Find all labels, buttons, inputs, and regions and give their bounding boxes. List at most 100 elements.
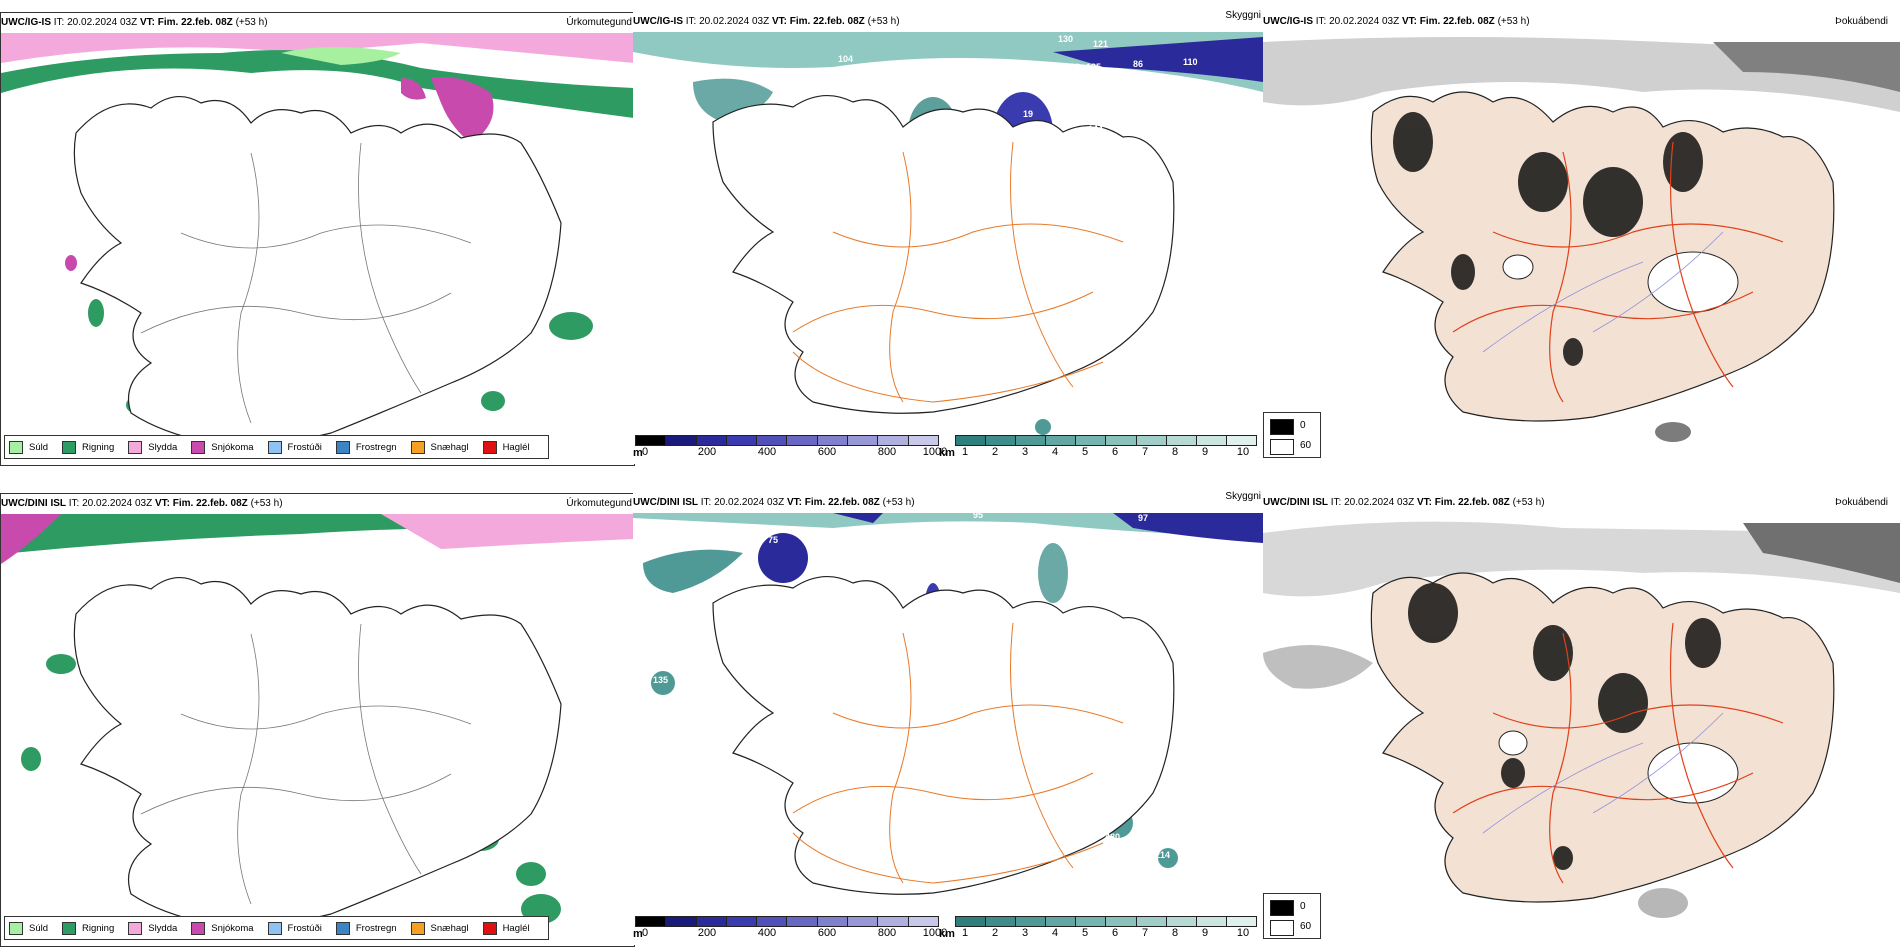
it-label: IT: bbox=[1315, 16, 1327, 27]
model-name: UWC/DINI ISL bbox=[1, 498, 66, 509]
cloud-label: 25 bbox=[1118, 124, 1128, 134]
cloud-label: 27 bbox=[723, 142, 733, 152]
lead-time: (+53 h) bbox=[1512, 497, 1545, 508]
cloud-map: 95 97 75 103 135 545 480 214 36 14 bbox=[633, 513, 1263, 895]
cloud-label: 97 bbox=[1138, 513, 1148, 523]
lead-time: (+53 h) bbox=[1497, 16, 1530, 27]
legend-item-rigning: Rigning bbox=[62, 440, 114, 454]
dew-map bbox=[1263, 513, 1900, 933]
model-name: UWC/IG-IS bbox=[1, 17, 51, 28]
legend-item-frostregn: Frostregn bbox=[335, 921, 397, 935]
shade-legend: 0 60 bbox=[1263, 412, 1321, 458]
legend-item-sudd: Súld bbox=[9, 440, 48, 454]
vt-label: VT: bbox=[154, 498, 170, 509]
m-scale-bar bbox=[635, 916, 939, 927]
precip-map bbox=[1, 33, 634, 463]
it-value: 20.02.2024 03Z bbox=[699, 16, 770, 27]
cloud-label: 99 bbox=[1070, 62, 1080, 72]
legend-item-rigning: Rigning bbox=[62, 921, 114, 935]
cloud-label: 480 bbox=[1105, 832, 1120, 842]
panel-title: Skyggni bbox=[1225, 491, 1261, 502]
cloud-label: 52 bbox=[1138, 94, 1148, 104]
vt-value: Fim. 22.feb. 08Z bbox=[804, 497, 880, 508]
model-name: UWC/DINI ISL bbox=[1263, 497, 1328, 508]
cloud-label: 75 bbox=[768, 535, 778, 545]
dew-panel-row2: UWC/DINI ISL IT: 20.02.2024 03Z VT: Fim.… bbox=[1263, 493, 1900, 945]
legend-item-frostudi: Frostúði bbox=[267, 440, 322, 454]
it-value: 20.02.2024 03Z bbox=[67, 17, 138, 28]
panel-header: UWC/IG-IS IT: 20.02.2024 03Z VT: Fim. 22… bbox=[1, 15, 634, 31]
legend-item-snaehagl: Snæhagl bbox=[410, 440, 469, 454]
lead-time: (+53 h) bbox=[250, 498, 283, 509]
km-scale-bar bbox=[955, 435, 1257, 446]
cloud-label: 284 bbox=[1073, 104, 1088, 114]
shade-legend: 0 60 bbox=[1263, 893, 1321, 939]
cloud-label: 124 bbox=[1103, 86, 1118, 96]
legend-item-frostregn: Frostregn bbox=[335, 440, 397, 454]
lead-time: (+53 h) bbox=[882, 497, 915, 508]
cloud-label: 103 bbox=[743, 610, 758, 620]
dew-panel-row1: UWC/IG-IS IT: 20.02.2024 03Z VT: Fim. 22… bbox=[1263, 12, 1900, 464]
legend-item-haglel: Haglél bbox=[482, 921, 530, 935]
dew-map bbox=[1263, 32, 1900, 452]
cloud-label: 36 bbox=[838, 873, 848, 883]
vt-value: Fim. 22.feb. 08Z bbox=[172, 498, 248, 509]
it-value: 20.02.2024 03Z bbox=[82, 498, 153, 509]
precip-legend: Súld Rigning Slydda Snjókoma Frostúði Fr… bbox=[4, 435, 549, 459]
it-label: IT: bbox=[1330, 497, 1342, 508]
m-scale-bar bbox=[635, 435, 939, 446]
panel-header: UWC/DINI ISL IT: 20.02.2024 03Z VT: Fim.… bbox=[633, 491, 1263, 511]
vt-value: Fim. 22.feb. 08Z bbox=[789, 16, 865, 27]
cloud-label: 150 bbox=[778, 130, 793, 140]
cloud-panel-row1: UWC/IG-IS IT: 20.02.2024 03Z VT: Fim. 22… bbox=[633, 10, 1263, 464]
legend-item-frostudi: Frostúði bbox=[267, 921, 322, 935]
cloud-label: 95 bbox=[973, 513, 983, 520]
cloud-label: 121 bbox=[1093, 39, 1108, 49]
m-unit: m bbox=[633, 447, 643, 459]
it-value: 20.02.2024 03Z bbox=[1329, 16, 1400, 27]
lead-time: (+53 h) bbox=[235, 17, 268, 28]
cloud-label: 125 bbox=[1086, 62, 1101, 72]
precip-legend: Súld Rigning Slydda Snjókoma Frostúði Fr… bbox=[4, 916, 549, 940]
panel-title: Skyggni bbox=[1225, 10, 1261, 21]
it-label: IT: bbox=[68, 498, 80, 509]
it-value: 20.02.2024 03Z bbox=[1344, 497, 1415, 508]
cloud-label: 157 bbox=[671, 257, 686, 267]
legend-item-slydda: Slydda bbox=[128, 921, 177, 935]
model-name: UWC/DINI ISL bbox=[633, 497, 698, 508]
legend-item-snjokoma: Snjókoma bbox=[191, 921, 254, 935]
vt-label: VT: bbox=[139, 17, 155, 28]
it-label: IT: bbox=[685, 16, 697, 27]
vt-label: VT: bbox=[771, 16, 787, 27]
legend-item-sudd: Súld bbox=[9, 921, 48, 935]
cloud-label: 135 bbox=[653, 675, 668, 685]
cloud-label: 214 bbox=[1155, 850, 1170, 860]
vt-value: Fim. 22.feb. 08Z bbox=[1434, 497, 1510, 508]
panel-header: UWC/IG-IS IT: 20.02.2024 03Z VT: Fim. 22… bbox=[633, 10, 1263, 30]
panel-header: UWC/DINI ISL IT: 20.02.2024 03Z VT: Fim.… bbox=[1, 496, 634, 512]
cloud-label: 93 bbox=[1048, 141, 1058, 151]
vt-value: Fim. 22.feb. 08Z bbox=[157, 17, 233, 28]
m-unit: m bbox=[633, 928, 643, 940]
vt-label: VT: bbox=[1401, 16, 1417, 27]
it-label: IT: bbox=[53, 17, 65, 28]
vt-label: VT: bbox=[1416, 497, 1432, 508]
model-name: UWC/IG-IS bbox=[633, 16, 683, 27]
km-scale-bar bbox=[955, 916, 1257, 927]
it-value: 20.02.2024 03Z bbox=[714, 497, 785, 508]
cloud-label: 104 bbox=[838, 54, 853, 64]
cloud-label: 144 bbox=[1088, 124, 1103, 134]
vt-label: VT: bbox=[786, 497, 802, 508]
cloud-label: 14 bbox=[683, 691, 693, 701]
cloud-label: 6 bbox=[721, 314, 726, 324]
panel-header: UWC/IG-IS IT: 20.02.2024 03Z VT: Fim. 22… bbox=[1263, 14, 1900, 30]
km-unit: km bbox=[939, 447, 955, 459]
panel-title: Úrkomutegund bbox=[566, 498, 632, 509]
cloud-label: 110 bbox=[1183, 57, 1198, 67]
legend-item-haglel: Haglél bbox=[482, 440, 530, 454]
km-unit: km bbox=[939, 928, 955, 940]
cloud-label: 19 bbox=[1023, 109, 1033, 119]
cloud-map: 130 121 104 114 86 110 98 99 125 210 284… bbox=[633, 32, 1263, 435]
legend-item-snjokoma: Snjókoma bbox=[191, 440, 254, 454]
cloud-label: 86 bbox=[1133, 59, 1143, 69]
